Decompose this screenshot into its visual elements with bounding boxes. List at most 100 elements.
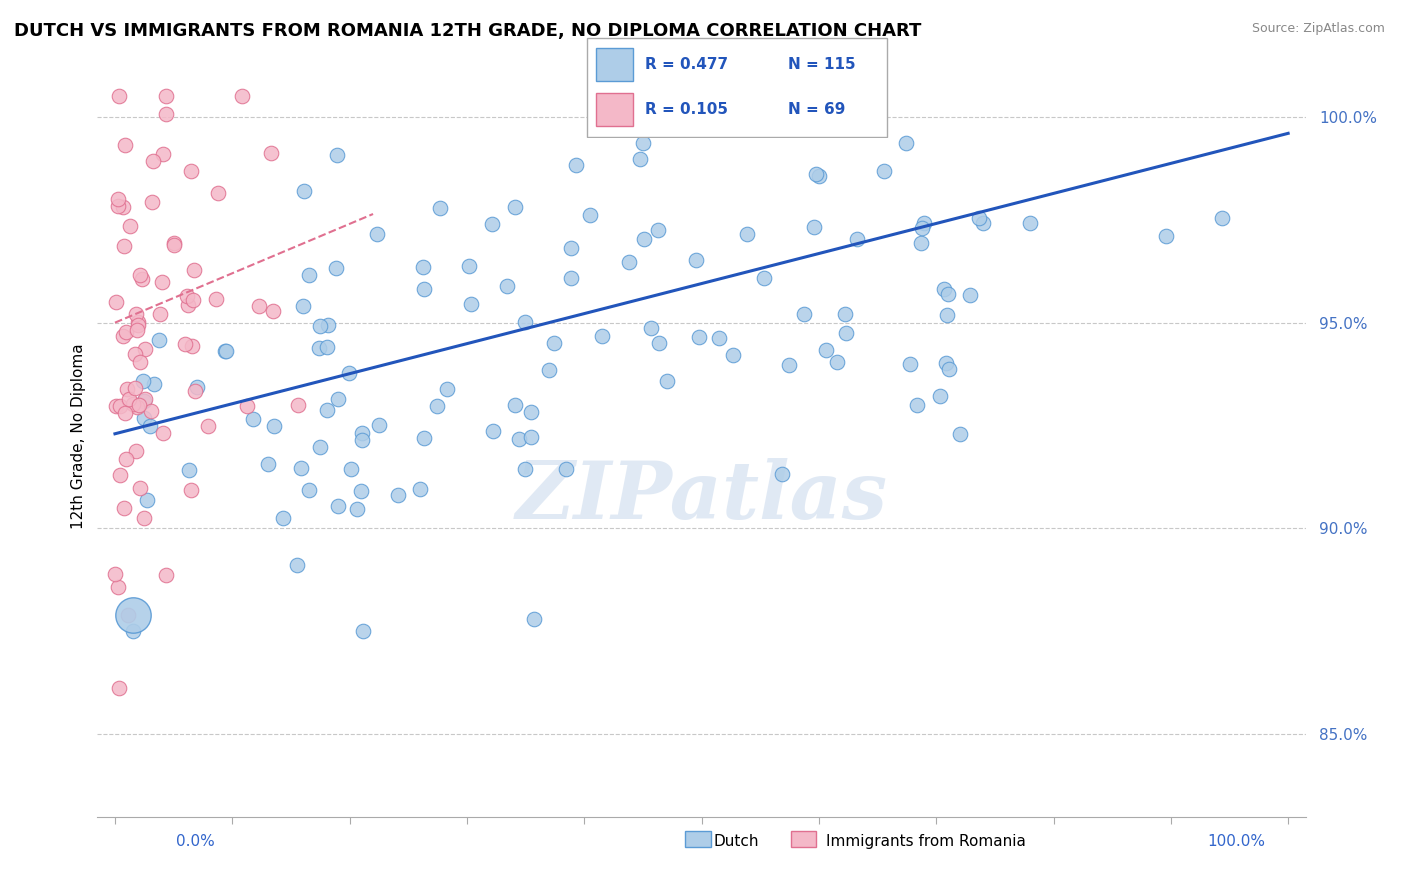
Point [236,400,259,414]
Point [104,399,127,413]
Point [409,482,432,496]
Point [619,255,641,269]
Text: Dutch: Dutch [713,834,759,849]
Point [513,462,536,476]
Point [155,568,177,582]
Point [481,218,503,232]
Point [482,424,505,438]
Point [127,315,149,329]
Point [128,268,150,282]
Point [367,418,389,433]
Point [184,384,207,398]
Point [128,355,150,369]
Point [721,348,744,362]
Point [640,321,662,335]
Point [554,462,576,476]
Point [579,208,602,222]
Point [560,271,582,285]
Point [112,239,135,253]
Point [176,298,198,312]
Point [148,333,170,347]
Point [835,326,858,341]
Point [121,624,143,639]
Point [688,330,710,344]
Text: N = 115: N = 115 [787,57,855,72]
Point [1018,216,1040,230]
Point [142,154,165,169]
Point [117,607,139,622]
Point [936,286,959,301]
Text: R = 0.477: R = 0.477 [645,57,728,72]
Point [181,293,204,307]
Point [657,374,679,388]
Point [124,347,146,361]
Point [125,443,148,458]
Point [214,344,236,359]
Point [136,492,159,507]
Point [132,374,155,388]
Point [350,483,373,498]
Point [873,163,896,178]
Point [149,307,172,321]
Point [520,405,543,419]
Point [560,242,582,256]
Point [346,502,368,516]
Point [132,511,155,525]
Point [803,220,825,235]
Point [107,199,129,213]
Point [290,461,312,475]
Point [1154,229,1177,244]
Point [292,184,315,198]
Point [647,223,669,237]
Point [949,427,972,442]
Point [458,259,481,273]
Point [271,511,294,525]
Point [127,401,149,415]
Point [139,419,162,434]
Text: R = 0.105: R = 0.105 [645,102,728,117]
Point [633,232,655,246]
Point [1211,211,1233,225]
FancyBboxPatch shape [586,37,887,137]
Point [495,279,517,293]
Point [107,580,129,594]
Text: Immigrants from Romania: Immigrants from Romania [825,834,1026,849]
Text: ZIPatlas: ZIPatlas [516,458,887,535]
Point [115,452,138,467]
Point [735,227,758,241]
Point [793,307,815,321]
Point [104,566,127,581]
Point [969,211,991,225]
Point [929,389,952,403]
Point [197,419,219,434]
Point [834,308,856,322]
Point [972,216,994,230]
Point [134,392,156,407]
Point [648,335,671,350]
Point [387,488,409,502]
Point [309,440,332,454]
Point [115,383,138,397]
Point [936,308,959,322]
Point [124,381,146,395]
Y-axis label: 12th Grade, No Diploma: 12th Grade, No Diploma [72,343,86,529]
Point [112,328,135,343]
Point [179,463,201,477]
Point [112,501,135,516]
Point [807,169,830,183]
Point [340,462,363,476]
Point [350,426,373,441]
Text: Source: ZipAtlas.com: Source: ZipAtlas.com [1251,22,1385,36]
Point [150,275,173,289]
Point [752,271,775,285]
Point [815,343,838,357]
Point [114,406,136,420]
Text: 100.0%: 100.0% [1208,834,1265,849]
Point [141,194,163,209]
Point [326,499,349,513]
Point [825,354,848,368]
Point [436,382,458,396]
Point [128,399,150,413]
Point [155,106,177,120]
Point [139,404,162,418]
